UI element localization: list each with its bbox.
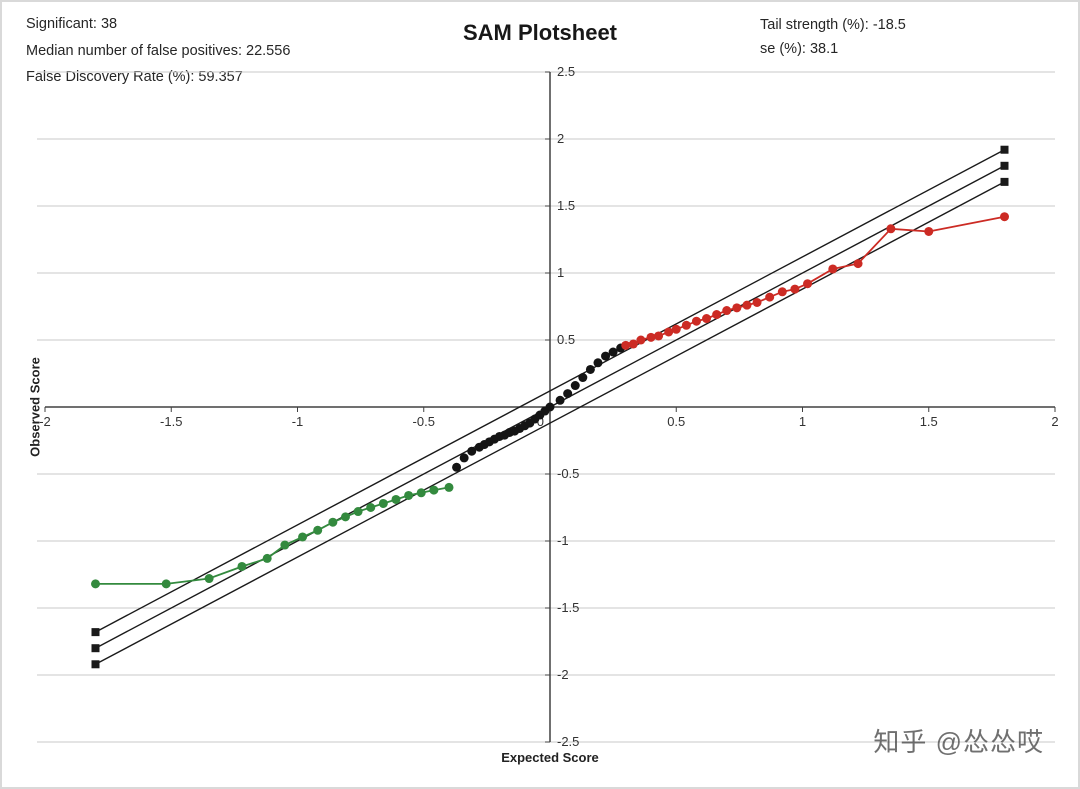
significant-negative-genes-marker: [298, 532, 308, 542]
significant-positive-genes-marker: [646, 332, 656, 342]
non-significant-genes-marker: [570, 381, 580, 391]
se-label: se (%): 38.1: [760, 41, 839, 57]
y-tick-label: -1: [557, 533, 569, 548]
significant-negative-genes-marker: [340, 512, 350, 522]
significant-count-label: Significant: 38: [26, 16, 118, 32]
lower-band-line-marker: [1000, 177, 1009, 186]
y-axis-label: Observed Score: [27, 357, 43, 457]
significant-positive-genes-marker: [828, 264, 838, 274]
non-significant-genes-marker: [585, 364, 595, 374]
significant-positive-genes-marker: [853, 259, 863, 269]
tail-strength-label: Tail strength (%): -18.5: [760, 17, 906, 33]
significant-positive-genes-marker: [886, 224, 896, 234]
significant-positive-genes-marker: [702, 314, 712, 324]
y-tick-label: 2: [557, 131, 564, 146]
watermark: 知乎 @怂怂哎: [873, 727, 1044, 757]
upper-band-line-marker: [91, 628, 100, 637]
significant-negative-genes-marker: [237, 561, 247, 571]
significant-positive-genes-marker: [777, 287, 787, 297]
significant-positive-genes-marker: [790, 284, 800, 294]
y-tick-label: -0.5: [557, 466, 579, 481]
x-axis-label: Expected Score: [501, 750, 599, 765]
significant-positive-genes-marker: [671, 324, 681, 334]
significant-positive-genes-marker: [654, 331, 664, 341]
non-significant-genes-marker: [545, 402, 555, 412]
significant-negative-genes-marker: [391, 494, 401, 504]
non-significant-genes-marker: [555, 395, 565, 405]
significant-negative-genes-marker: [353, 507, 363, 517]
significant-negative-genes-marker: [416, 488, 426, 498]
x-tick-label: 1.5: [920, 414, 938, 429]
significant-negative-genes-marker: [91, 579, 100, 589]
significant-negative-genes-marker: [328, 517, 338, 527]
non-significant-genes-marker: [452, 462, 462, 472]
x-tick-label: -0.5: [413, 414, 435, 429]
x-tick-label: 0: [537, 414, 544, 429]
identity-line-marker: [91, 644, 100, 653]
non-significant-genes-marker: [578, 373, 588, 383]
y-tick-label: -2.5: [557, 734, 579, 749]
significant-positive-genes-marker: [742, 300, 752, 310]
significant-positive-genes-marker: [732, 303, 742, 313]
y-tick-label: 0.5: [557, 332, 575, 347]
y-tick-label: 1: [557, 265, 564, 280]
significant-positive-genes-marker: [765, 292, 775, 302]
significant-negative-genes-marker: [313, 525, 323, 535]
non-significant-genes-marker: [563, 389, 573, 399]
significant-positive-genes-marker: [803, 279, 813, 289]
false-discovery-rate-label: False Discovery Rate (%): 59.357: [26, 69, 243, 85]
non-significant-genes-marker: [593, 358, 603, 368]
significant-positive-genes-marker: [691, 316, 701, 326]
x-tick-label: 2: [1051, 414, 1058, 429]
significant-negative-genes-marker: [262, 553, 272, 563]
x-tick-label: -1: [292, 414, 304, 429]
significant-positive-genes-marker: [681, 320, 691, 330]
significant-positive-genes-marker: [752, 297, 762, 307]
page-title: SAM Plotsheet: [462, 20, 618, 45]
y-tick-label: 1.5: [557, 198, 575, 213]
significant-negative-genes-marker: [280, 540, 290, 550]
median-false-positives-label: Median number of false positives: 22.556: [26, 43, 291, 59]
significant-positive-genes-marker: [636, 335, 646, 345]
y-tick-label: 2.5: [557, 64, 575, 79]
non-significant-genes-marker: [601, 351, 611, 361]
significant-negative-genes-marker: [429, 485, 439, 495]
y-tick-label: -2: [557, 667, 569, 682]
identity-line-marker: [1000, 161, 1009, 170]
significant-negative-genes-marker: [366, 503, 376, 512]
lower-band-line-line: [95, 181, 1005, 665]
x-tick-label: -2: [39, 414, 51, 429]
significant-positive-genes-marker: [1000, 212, 1009, 222]
significant-negative-genes-marker: [378, 498, 388, 508]
upper-band-line-line: [95, 149, 1005, 633]
upper-band-line-marker: [1000, 145, 1009, 154]
significant-positive-genes-marker: [628, 339, 638, 349]
lower-band-line-marker: [91, 660, 100, 669]
significant-positive-genes-marker: [712, 310, 722, 320]
significant-negative-genes-marker: [404, 490, 414, 500]
x-tick-label: 0.5: [667, 414, 685, 429]
non-significant-genes-marker: [608, 347, 618, 357]
x-tick-label: 1: [799, 414, 806, 429]
significant-negative-genes-marker: [161, 579, 171, 589]
significant-positive-genes-marker: [722, 306, 732, 316]
significant-positive-genes-marker: [924, 226, 934, 236]
significant-positive-genes-marker: [664, 327, 674, 337]
significant-negative-genes-marker: [204, 574, 214, 584]
significant-negative-genes-marker: [444, 482, 454, 492]
non-significant-genes-marker: [459, 453, 469, 463]
y-tick-label: -1.5: [557, 600, 579, 615]
non-significant-genes-marker: [467, 446, 477, 456]
significant-positive-genes-marker: [621, 340, 631, 350]
x-tick-label: -1.5: [160, 414, 182, 429]
